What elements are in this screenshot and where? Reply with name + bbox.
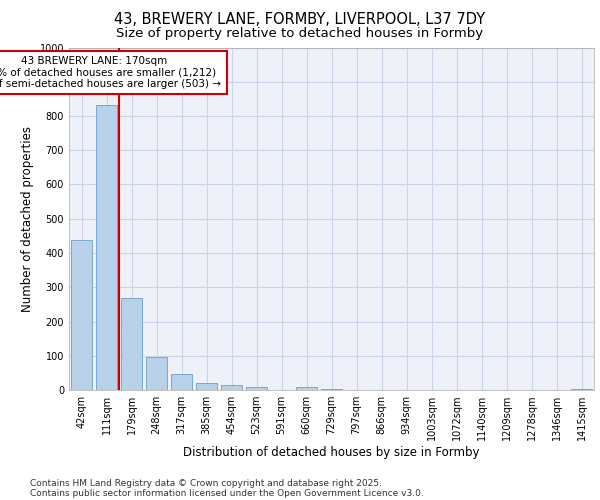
- Text: Size of property relative to detached houses in Formby: Size of property relative to detached ho…: [116, 28, 484, 40]
- Bar: [221, 385, 242, 390]
- Bar: [321, 389, 342, 390]
- Bar: [171, 374, 192, 390]
- Bar: [296, 388, 317, 390]
- Bar: [196, 383, 217, 390]
- Text: Contains HM Land Registry data © Crown copyright and database right 2025.: Contains HM Land Registry data © Crown c…: [30, 478, 382, 488]
- Bar: [146, 358, 167, 390]
- X-axis label: Distribution of detached houses by size in Formby: Distribution of detached houses by size …: [183, 446, 480, 459]
- Text: 43, BREWERY LANE, FORMBY, LIVERPOOL, L37 7DY: 43, BREWERY LANE, FORMBY, LIVERPOOL, L37…: [115, 12, 485, 28]
- Text: 43 BREWERY LANE: 170sqm
← 71% of detached houses are smaller (1,212)
29% of semi: 43 BREWERY LANE: 170sqm ← 71% of detache…: [0, 56, 221, 90]
- Y-axis label: Number of detached properties: Number of detached properties: [21, 126, 34, 312]
- Bar: [96, 104, 117, 390]
- Bar: [121, 298, 142, 390]
- Bar: [71, 240, 92, 390]
- Bar: [246, 387, 267, 390]
- Text: Contains public sector information licensed under the Open Government Licence v3: Contains public sector information licen…: [30, 488, 424, 498]
